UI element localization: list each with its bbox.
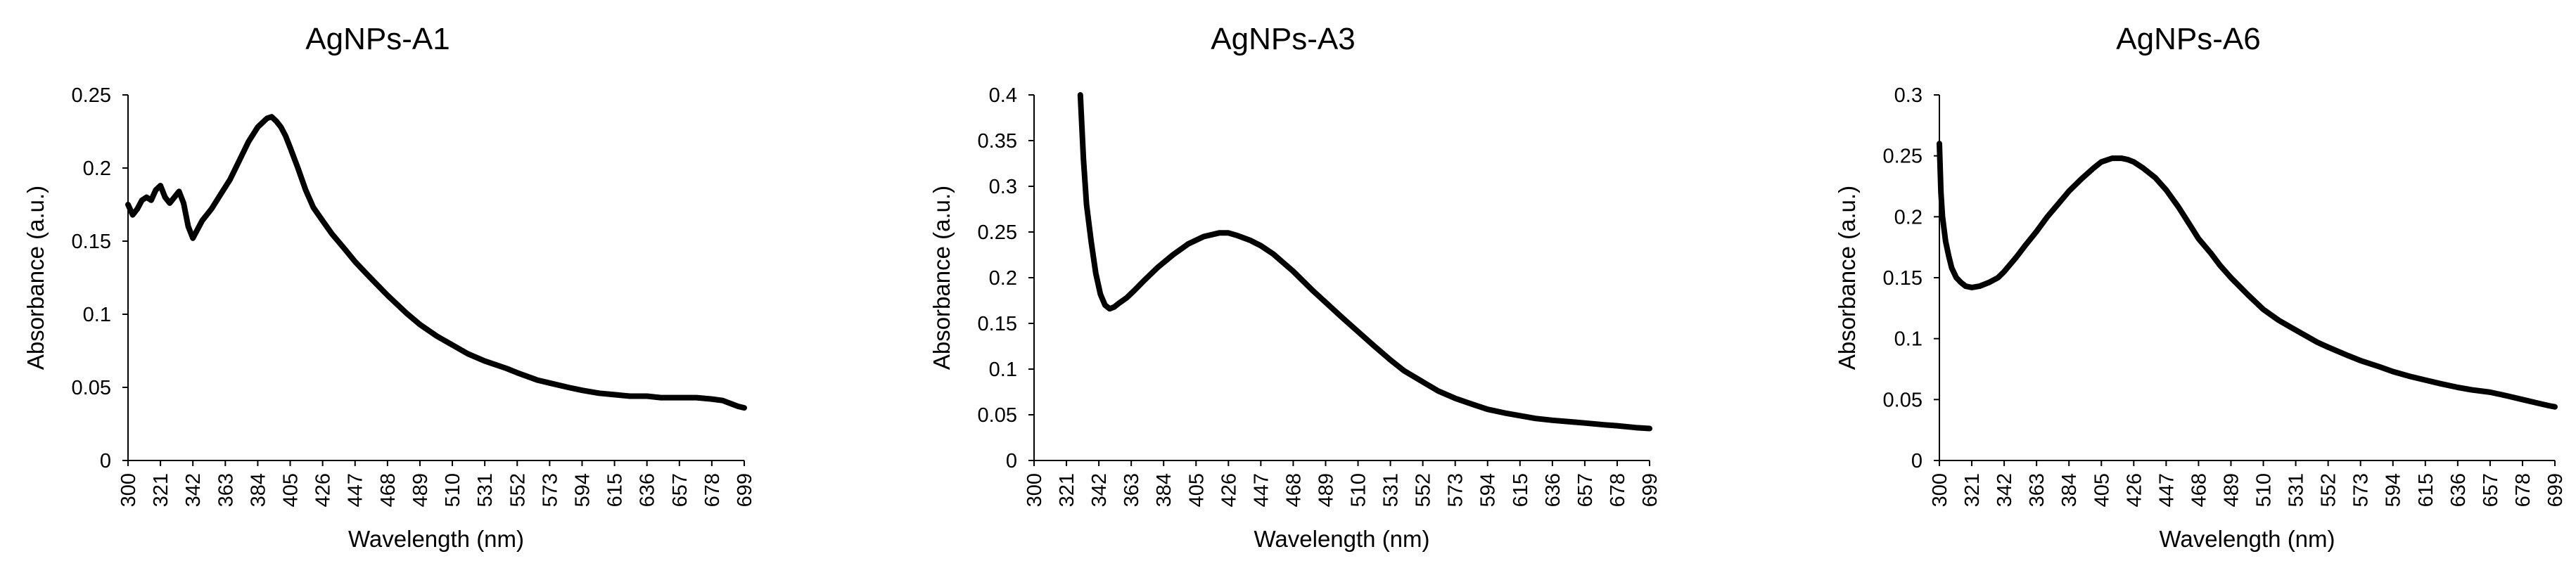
- y-tick-label: 0.1: [1894, 328, 1923, 351]
- x-tick-label: 552: [2318, 473, 2340, 507]
- x-tick-label: 342: [1994, 473, 2016, 507]
- chart-panel-a6: AgNPs-A6 0 0.05 0.1 0.15 0.2 0.25 0.3 300 321 342…: [1834, 22, 2567, 552]
- x-tick-label: 363: [2026, 473, 2048, 507]
- x-tick-label: 468: [2188, 473, 2210, 507]
- y-axis-label: Absorbance (a.u.): [23, 186, 49, 370]
- x-axis-label: Wavelength (nm): [2159, 526, 2335, 552]
- x-tick-label: 678: [1607, 473, 1629, 507]
- chart-title: AgNPs-A3: [1211, 22, 1355, 56]
- y-tick-label: 0.25: [72, 84, 111, 107]
- x-tick-label: 636: [1542, 473, 1564, 507]
- x-tick-label: 363: [215, 473, 237, 507]
- x-tick-label: 405: [1185, 473, 1208, 507]
- series-line-agnps-a6: [1937, 141, 2558, 410]
- y-tick-label: 0.4: [989, 84, 1017, 107]
- x-tick-label: 489: [409, 473, 432, 507]
- x-tick-label: 510: [1348, 473, 1370, 507]
- chart-title: AgNPs-A1: [305, 22, 449, 56]
- chart-panel-a1: AgNPs-A1 0 0.05 0.1 0.15 0.2 0.25 300 321 342 363…: [23, 22, 756, 552]
- x-tick-label: 636: [637, 473, 659, 507]
- y-tick-label: 0.05: [72, 377, 111, 399]
- y-tick-label: 0: [100, 450, 111, 472]
- x-tick-label: 657: [669, 473, 691, 507]
- y-tick-label: 0.35: [978, 130, 1017, 153]
- x-tick-label: 636: [2447, 473, 2470, 507]
- x-tick-label: 489: [1315, 473, 1337, 507]
- x-tick-label: 552: [1413, 473, 1435, 507]
- x-tick-label: 468: [377, 473, 400, 507]
- x-axis-label: Wavelength (nm): [1254, 526, 1429, 552]
- x-tick-label: 573: [1445, 473, 1467, 507]
- x-tick-label: 468: [1282, 473, 1305, 507]
- x-tick-label: 594: [571, 473, 594, 507]
- x-tick-label: 447: [345, 473, 367, 507]
- x-tick-label: 699: [1639, 473, 1662, 507]
- x-tick-label: 615: [604, 473, 627, 507]
- x-tick-label: 321: [1961, 473, 1984, 507]
- x-tick-label: 573: [539, 473, 561, 507]
- x-tick-label: 552: [506, 473, 529, 507]
- y-tick-label: 0.15: [72, 231, 111, 253]
- chart-panel-a3: AgNPs-A3 0 0.05 0.1 0.15 0.2 0.25 0.3 0.35 0.4 30…: [929, 22, 1662, 552]
- y-tick-label: 0: [1006, 450, 1017, 472]
- x-tick-label: 510: [2253, 473, 2276, 507]
- x-tick-label: 300: [1024, 473, 1046, 507]
- x-tick-label: 678: [2512, 473, 2534, 507]
- y-tick-label: 0.2: [1894, 206, 1923, 228]
- y-tick-label: 0.2: [83, 157, 111, 180]
- y-tick-label: 0.1: [83, 304, 111, 326]
- chart-title: AgNPs-A6: [2116, 22, 2260, 56]
- x-tick-label: 384: [2058, 473, 2081, 507]
- x-tick-label: 489: [2220, 473, 2243, 507]
- y-tick-label: 0.3: [989, 176, 1017, 198]
- y-tick-label: 0.25: [1883, 146, 1923, 168]
- series-line-agnps-a1: [125, 114, 747, 411]
- x-tick-label: 363: [1121, 473, 1143, 507]
- y-tick-label: 0: [1911, 450, 1923, 472]
- x-tick-label: 699: [2544, 473, 2567, 507]
- x-tick-label: 594: [2383, 473, 2405, 507]
- x-tick-label: 657: [2480, 473, 2502, 507]
- y-tick-label: 0.1: [989, 359, 1017, 381]
- x-tick-label: 678: [701, 473, 724, 507]
- y-tick-label: 0.25: [978, 221, 1017, 244]
- y-tick-label: 0.3: [1894, 84, 1923, 107]
- x-tick-label: 342: [182, 473, 205, 507]
- y-axis-label: Absorbance (a.u.): [1834, 186, 1860, 370]
- x-tick-label: 615: [1510, 473, 1532, 507]
- y-tick-label: 0.15: [1883, 267, 1923, 290]
- x-tick-label: 531: [2285, 473, 2308, 507]
- x-tick-label: 615: [2415, 473, 2437, 507]
- series-line-agnps-a3: [1077, 92, 1652, 432]
- x-axis-label: Wavelength (nm): [348, 526, 524, 552]
- x-tick-label: 300: [1929, 473, 1951, 507]
- x-tick-label: 321: [150, 473, 172, 507]
- x-tick-label: 510: [442, 473, 464, 507]
- x-tick-label: 426: [2123, 473, 2145, 507]
- x-tick-label: 426: [312, 473, 335, 507]
- x-tick-label: 531: [474, 473, 497, 507]
- x-tick-label: 405: [280, 473, 302, 507]
- x-tick-label: 657: [1574, 473, 1597, 507]
- x-tick-label: 405: [2091, 473, 2113, 507]
- x-tick-label: 384: [1153, 473, 1175, 507]
- x-tick-label: 384: [247, 473, 269, 507]
- x-tick-label: 447: [1250, 473, 1273, 507]
- y-tick-label: 0.05: [978, 404, 1017, 427]
- y-tick-label: 0.05: [1883, 389, 1923, 411]
- y-axis-label: Absorbance (a.u.): [929, 186, 955, 370]
- x-tick-label: 300: [117, 473, 140, 507]
- x-tick-label: 447: [2155, 473, 2178, 507]
- x-tick-label: 573: [2350, 473, 2373, 507]
- x-tick-label: 321: [1056, 473, 1078, 507]
- x-tick-label: 594: [1477, 473, 1500, 507]
- y-tick-label: 0.15: [978, 313, 1017, 335]
- x-tick-label: 531: [1380, 473, 1403, 507]
- x-tick-label: 426: [1218, 473, 1240, 507]
- y-tick-label: 0.2: [989, 267, 1017, 290]
- x-tick-label: 699: [734, 473, 756, 507]
- x-tick-label: 342: [1088, 473, 1111, 507]
